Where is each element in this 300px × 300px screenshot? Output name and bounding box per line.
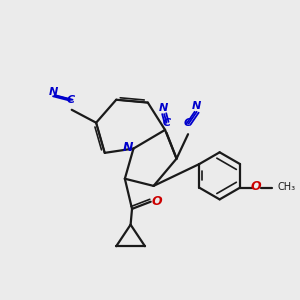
Text: N: N: [48, 87, 58, 98]
Text: CH₃: CH₃: [278, 182, 296, 192]
Text: O: O: [250, 180, 261, 193]
Text: C: C: [66, 94, 74, 105]
Text: C: C: [162, 118, 171, 128]
Text: O: O: [151, 195, 162, 208]
Text: N: N: [159, 103, 168, 113]
Text: N: N: [123, 141, 134, 154]
Text: C: C: [184, 118, 192, 128]
Text: N: N: [192, 101, 201, 111]
